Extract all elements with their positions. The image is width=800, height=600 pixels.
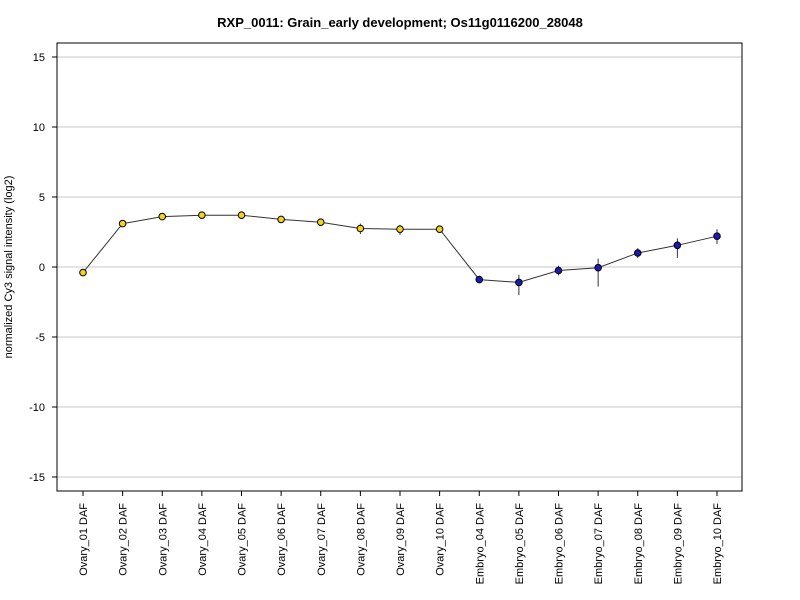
x-tick-label: Ovary_01 DAF bbox=[78, 503, 90, 576]
x-tick-label: Embryo_04 DAF bbox=[474, 503, 486, 585]
x-tick-label: Ovary_09 DAF bbox=[395, 503, 407, 576]
x-tick-label: Embryo_07 DAF bbox=[593, 503, 605, 585]
x-tick-label: Ovary_05 DAF bbox=[237, 503, 249, 576]
data-point bbox=[198, 211, 206, 219]
x-tick-label: Embryo_06 DAF bbox=[554, 503, 566, 585]
data-point bbox=[118, 219, 127, 228]
x-tick-label: Embryo_09 DAF bbox=[672, 503, 684, 585]
data-point bbox=[277, 215, 285, 224]
x-tick-label: Ovary_10 DAF bbox=[435, 503, 447, 576]
y-tick-label: -15 bbox=[29, 472, 45, 484]
x-tick-label: Ovary_06 DAF bbox=[276, 503, 288, 576]
y-tick-label: 0 bbox=[39, 262, 45, 274]
data-point bbox=[435, 225, 444, 233]
data-point bbox=[515, 278, 523, 287]
chart-title: RXP_0011: Grain_early development; Os11g… bbox=[217, 15, 583, 30]
y-tick-label: -5 bbox=[35, 332, 45, 344]
grid-lines bbox=[57, 56, 742, 478]
series bbox=[79, 211, 721, 295]
x-axis: Ovary_01 DAF Ovary_02 DAF Ovary_03 DAF Ovar… bbox=[78, 491, 724, 584]
x-tick-label: Ovary_03 DAF bbox=[157, 503, 169, 576]
y-tick-label: 10 bbox=[33, 122, 45, 134]
x-tick-label: Ovary_08 DAF bbox=[355, 503, 367, 576]
data-point bbox=[396, 225, 404, 233]
data-point bbox=[633, 249, 642, 257]
x-tick-label: Embryo_10 DAF bbox=[712, 503, 724, 585]
data-point bbox=[475, 275, 484, 284]
y-axis-label: normalized Cy3 signal intensity (log2) bbox=[3, 176, 15, 359]
data-point bbox=[316, 218, 325, 226]
y-tick-label: 5 bbox=[39, 192, 45, 204]
x-tick-label: Ovary_02 DAF bbox=[118, 503, 130, 576]
x-tick-label: Embryo_05 DAF bbox=[514, 503, 526, 585]
y-axis: -15 -10 -5 0 5 10 15 bbox=[29, 52, 57, 484]
y-tick-label: 15 bbox=[33, 52, 45, 64]
data-point bbox=[554, 266, 563, 275]
y-tick-label: -10 bbox=[29, 402, 45, 414]
data-point bbox=[158, 212, 167, 221]
x-tick-label: Ovary_07 DAF bbox=[316, 503, 328, 576]
data-point bbox=[673, 241, 682, 250]
data-point bbox=[356, 224, 365, 233]
x-tick-label: Ovary_04 DAF bbox=[197, 503, 209, 576]
data-point bbox=[237, 211, 246, 219]
data-point bbox=[713, 232, 721, 240]
x-tick-label: Embryo_08 DAF bbox=[633, 503, 645, 585]
data-point bbox=[594, 263, 602, 272]
data-point bbox=[79, 268, 87, 277]
